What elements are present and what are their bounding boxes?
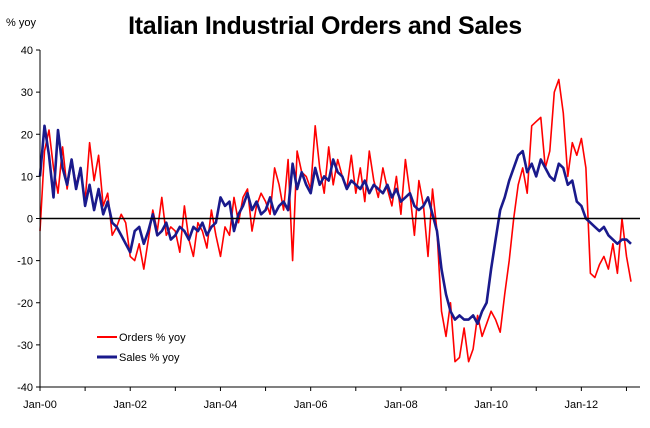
series-sales-line bbox=[38, 124, 632, 326]
legend-orders-label: Orders % yoy bbox=[119, 332, 186, 344]
x-tick-label: Jan-08 bbox=[384, 399, 418, 411]
y-tick-label: 20 bbox=[21, 129, 33, 141]
x-tick-label: Jan-12 bbox=[565, 399, 599, 411]
x-tick-label: Jan-02 bbox=[113, 399, 147, 411]
y-tick-label: -30 bbox=[17, 340, 33, 352]
x-tick-label: Jan-00 bbox=[23, 399, 57, 411]
series-orders-line bbox=[39, 78, 632, 363]
y-tick-label: -40 bbox=[17, 382, 33, 394]
x-tick-label: Jan-10 bbox=[474, 399, 508, 411]
y-tick-label: -20 bbox=[17, 298, 33, 310]
y-tick-label: 10 bbox=[21, 171, 33, 183]
y-tick-label: 40 bbox=[21, 45, 33, 57]
x-tick-label: Jan-06 bbox=[294, 399, 328, 411]
legend-sales-label: Sales % yoy bbox=[119, 352, 180, 364]
chart-title: Italian Industrial Orders and Sales bbox=[128, 12, 522, 40]
y-tick-label: 0 bbox=[27, 214, 33, 226]
x-tick-label: Jan-04 bbox=[204, 399, 238, 411]
y-tick-label: 30 bbox=[21, 87, 33, 99]
y-axis-label: % yoy bbox=[6, 17, 36, 29]
y-tick-label: -10 bbox=[17, 256, 33, 268]
